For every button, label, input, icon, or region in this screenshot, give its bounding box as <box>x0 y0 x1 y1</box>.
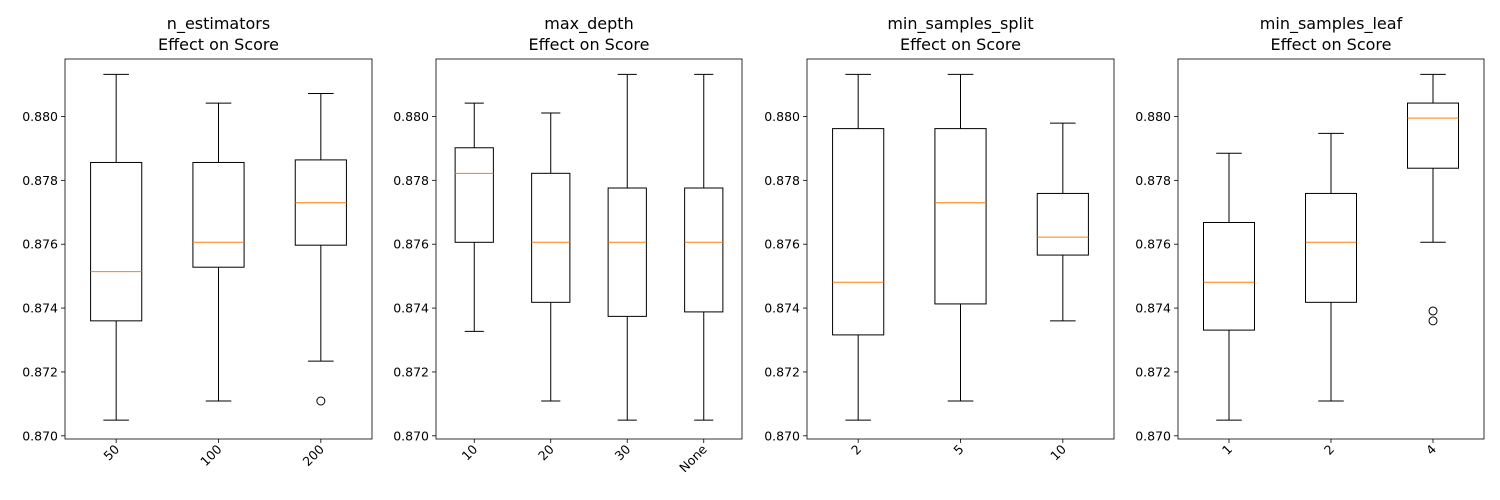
box-iqr <box>934 128 987 305</box>
box-10 <box>454 102 494 332</box>
chart-title-line-1: max_depth <box>544 14 633 34</box>
box-10 <box>1036 122 1089 322</box>
y-tick-label: 0.870 <box>393 428 429 443</box>
x-tick-label: 10 <box>1047 441 1069 463</box>
x-tick-label: 5 <box>950 442 966 458</box>
y-tick-label: 0.876 <box>22 237 58 252</box>
box-iqr <box>1203 221 1255 331</box>
y-tick-label: 0.872 <box>764 364 800 379</box>
box-iqr <box>1036 192 1089 256</box>
y-tick-label: 0.876 <box>393 237 429 252</box>
x-tick-label: 50 <box>100 441 122 463</box>
x-tick-label: 30 <box>612 441 634 463</box>
chart-title-line-2: Effect on Score <box>1271 35 1392 54</box>
box-5 <box>934 73 987 402</box>
box-iqr <box>832 128 885 336</box>
y-tick-label: 0.878 <box>764 173 800 188</box>
box-50 <box>90 73 143 421</box>
y-tick-label: 0.878 <box>22 173 58 188</box>
chart-title-line-2: Effect on Score <box>529 35 650 54</box>
y-tick-label: 0.880 <box>764 109 800 124</box>
box-1 <box>1203 152 1255 421</box>
box-4 <box>1407 73 1459 326</box>
box-None <box>684 73 724 421</box>
y-tick-label: 0.872 <box>22 364 58 379</box>
y-tick-label: 0.872 <box>1135 364 1171 379</box>
y-tick-label: 0.880 <box>393 109 429 124</box>
y-tick-label: 0.870 <box>764 428 800 443</box>
x-tick-label: 4 <box>1423 441 1439 457</box>
box-200 <box>294 92 347 406</box>
axes-frame <box>806 58 1115 440</box>
y-tick-label: 0.870 <box>1135 428 1171 443</box>
box-20 <box>531 112 571 402</box>
box-iqr <box>192 161 245 268</box>
y-tick-label: 0.878 <box>1135 173 1171 188</box>
y-tick-label: 0.872 <box>393 364 429 379</box>
box-iqr <box>1407 102 1459 169</box>
box-iqr <box>454 147 494 243</box>
x-tick-label: 100 <box>197 441 225 469</box>
x-tick-label: 2 <box>848 442 864 458</box>
x-tick-label: 200 <box>299 441 327 469</box>
x-tick-label: 1 <box>1219 442 1235 458</box>
x-tick-label: 10 <box>459 441 481 463</box>
box-iqr <box>90 161 143 322</box>
outlier-point <box>316 396 326 406</box>
chart-title-line-1: n_estimators <box>167 14 270 34</box>
chart-title-line-1: min_samples_leaf <box>1260 14 1403 34</box>
box-30 <box>607 73 647 421</box>
chart-title-line-2: Effect on Score <box>900 35 1021 54</box>
y-tick-label: 0.880 <box>22 109 58 124</box>
y-tick-label: 0.880 <box>1135 109 1171 124</box>
x-tick-label: 20 <box>535 441 557 463</box>
y-tick-label: 0.876 <box>1135 237 1171 252</box>
axes-frame <box>1177 58 1485 440</box>
axes-frame <box>435 58 743 440</box>
y-tick-label: 0.874 <box>764 301 800 316</box>
y-tick-label: 0.878 <box>393 173 429 188</box>
y-tick-label: 0.874 <box>22 301 58 316</box>
box-iqr <box>684 187 724 313</box>
box-2 <box>832 73 885 421</box>
chart-title-line-1: min_samples_split <box>887 14 1033 34</box>
outlier-point <box>1428 316 1438 326</box>
box-iqr <box>1305 192 1357 303</box>
y-tick-label: 0.876 <box>764 237 800 252</box>
chart-title-line-2: Effect on Score <box>158 35 279 54</box>
box-2 <box>1305 132 1357 402</box>
box-iqr <box>531 172 571 303</box>
box-100 <box>192 102 245 402</box>
y-tick-label: 0.874 <box>1135 301 1171 316</box>
box-iqr <box>607 187 647 317</box>
y-tick-label: 0.870 <box>22 428 58 443</box>
y-tick-label: 0.874 <box>393 301 429 316</box>
x-tick-label: 2 <box>1321 442 1337 458</box>
outlier-point <box>1428 306 1438 316</box>
x-tick-label: None <box>676 441 710 475</box>
axes-frame <box>64 58 373 440</box>
